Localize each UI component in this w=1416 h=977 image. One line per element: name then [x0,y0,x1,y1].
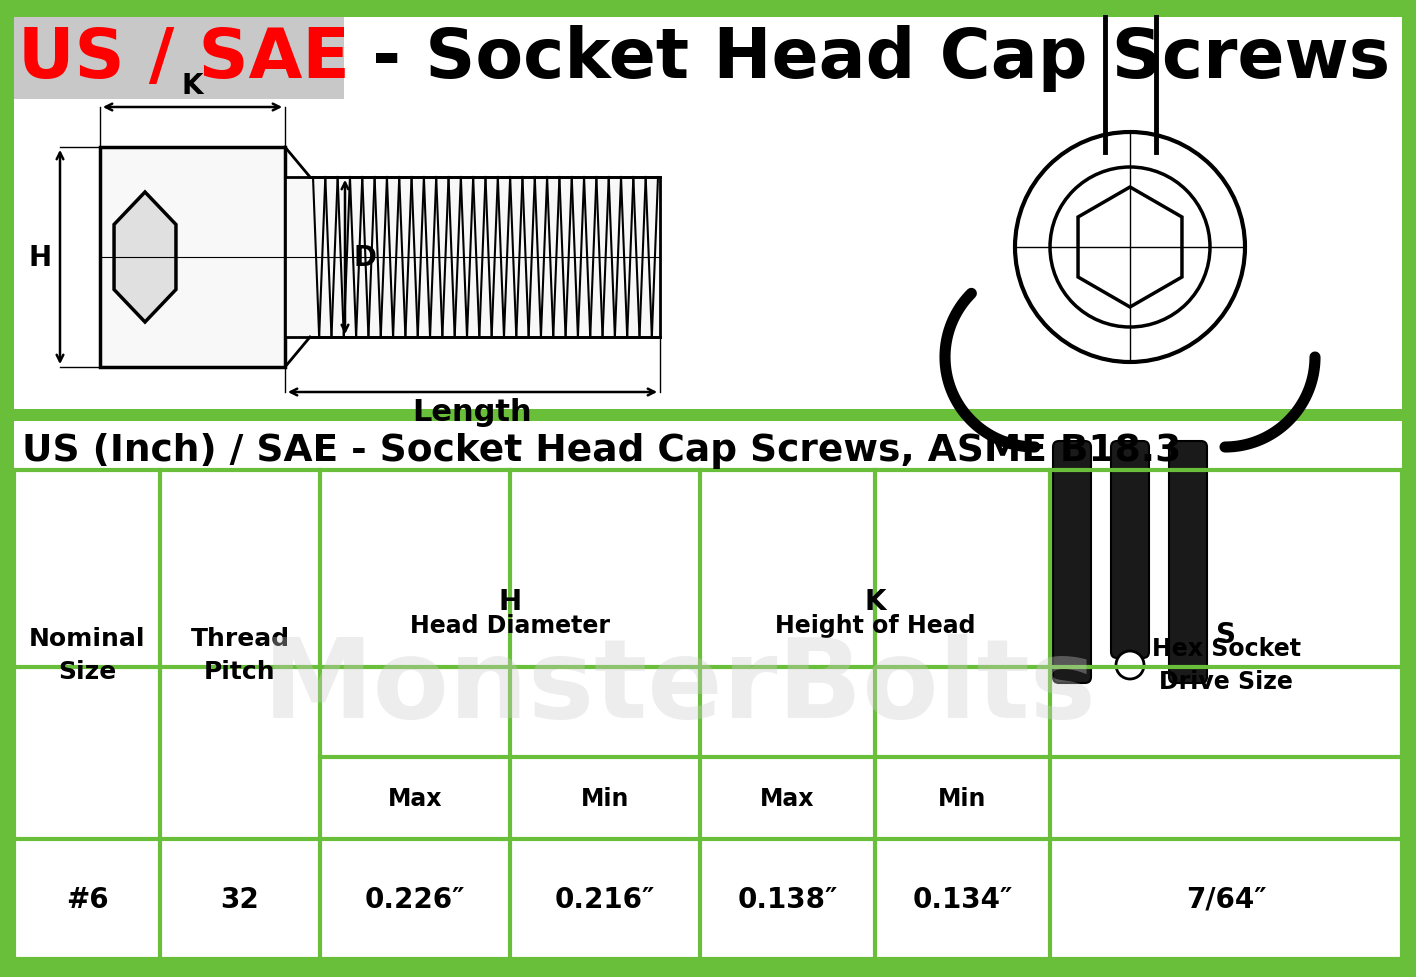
FancyBboxPatch shape [1112,442,1148,658]
Bar [0,0,1416,18]
Text: 0.134″: 0.134″ [912,885,1012,913]
Bar [1402,0,1416,977]
Text: S: S [1216,620,1236,649]
Bar [101,148,285,367]
Text: Max: Max [388,786,442,810]
Text: K: K [864,588,886,616]
Polygon shape [115,192,176,322]
Text: Length: Length [412,398,532,427]
Text: Hex Socket
Drive Size: Hex Socket Drive Size [1151,636,1300,694]
FancyBboxPatch shape [1170,442,1206,683]
FancyBboxPatch shape [1054,442,1090,683]
Bar [14,15,1402,415]
Text: Thread
Pitch: Thread Pitch [190,626,289,684]
Text: - Socket Head Cap Screws: - Socket Head Cap Screws [348,25,1391,93]
Text: Min: Min [939,786,987,810]
Text: US / SAE: US / SAE [18,25,350,93]
Text: 7/64″: 7/64″ [1185,885,1266,913]
Text: 0.226″: 0.226″ [365,885,466,913]
Text: 32: 32 [221,885,259,913]
Circle shape [1015,133,1245,362]
Text: MonsterBolts: MonsterBolts [263,634,1097,741]
Bar [14,421,1402,959]
Text: Head Diameter: Head Diameter [411,614,610,638]
Bar [0,959,1416,977]
Bar [14,409,1402,421]
Text: Height of Head: Height of Head [775,614,976,638]
Text: Min: Min [581,786,629,810]
Text: D: D [353,243,377,272]
Bar [285,178,660,338]
Text: Nominal
Size: Nominal Size [28,626,146,684]
Text: K: K [181,72,204,100]
Text: US (Inch) / SAE - Socket Head Cap Screws, ASME B18.3: US (Inch) / SAE - Socket Head Cap Screws… [23,433,1181,469]
Polygon shape [1078,188,1182,308]
Circle shape [1051,168,1211,327]
Text: 0.138″: 0.138″ [738,885,838,913]
Text: #6: #6 [65,885,108,913]
Bar [0,0,14,977]
Bar [14,18,344,100]
Text: 0.216″: 0.216″ [555,885,656,913]
Circle shape [1116,652,1144,679]
Text: H: H [28,243,52,272]
Text: Max: Max [760,786,814,810]
Text: H: H [498,588,521,616]
